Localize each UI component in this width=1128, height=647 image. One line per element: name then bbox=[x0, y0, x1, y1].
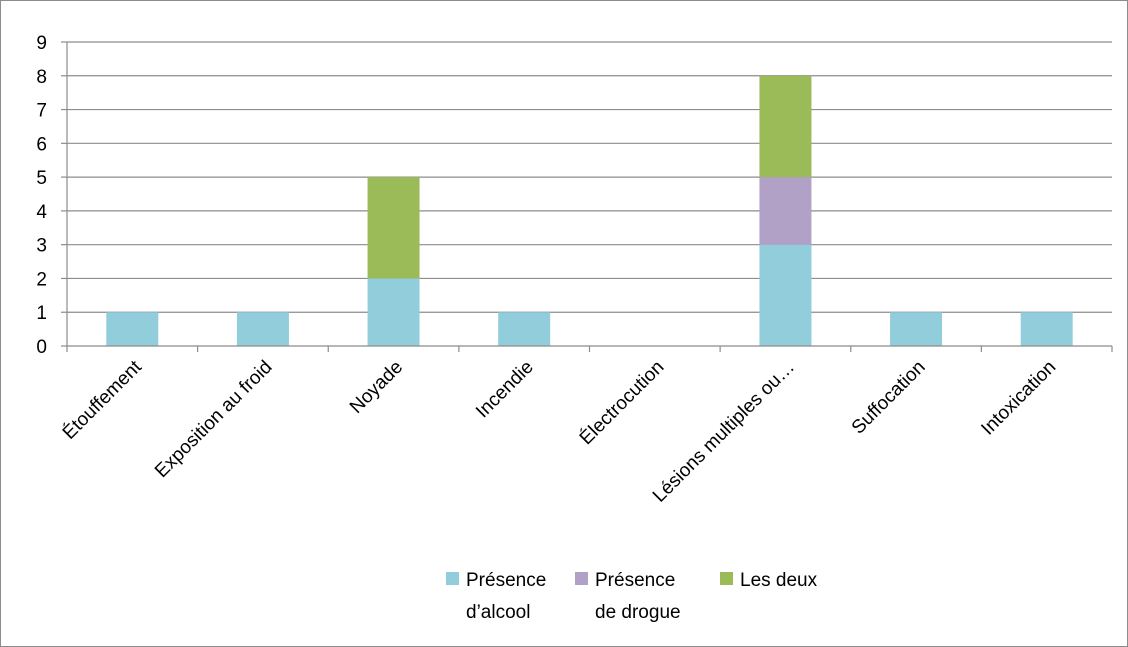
axes bbox=[61, 41, 1113, 352]
bar-segment bbox=[759, 75, 812, 178]
legend-label: Les deux bbox=[740, 570, 818, 591]
x-tick-label: Exposition au froid bbox=[151, 357, 276, 482]
x-tick-label: Étouffement bbox=[59, 356, 147, 444]
legend-label: Présence d’alcool bbox=[466, 570, 546, 623]
legend: Présence d’alcool Présence de drogue Les deu… bbox=[446, 570, 818, 623]
legend-item: Présence d’alcool bbox=[446, 570, 546, 623]
bar-segment bbox=[498, 312, 551, 346]
legend-item: Les deux bbox=[720, 570, 818, 591]
x-tick-label: Électrocution bbox=[576, 357, 669, 450]
y-tick-label: 2 bbox=[36, 269, 47, 290]
legend-label: Présence de drogue bbox=[595, 570, 681, 623]
y-tick-label: 6 bbox=[36, 134, 47, 155]
bar-segment bbox=[106, 312, 159, 346]
legend-swatch bbox=[575, 572, 588, 585]
bar-segment bbox=[1020, 312, 1073, 346]
y-tick-label: 7 bbox=[36, 101, 47, 122]
y-tick-labels: 0 1 2 3 4 5 6 7 8 9 bbox=[36, 33, 47, 358]
y-tick-label: 9 bbox=[36, 33, 47, 54]
y-tick-label: 3 bbox=[36, 236, 47, 257]
y-tick-label: 4 bbox=[36, 202, 47, 223]
bar-segment bbox=[367, 278, 420, 346]
x-tick-labels: Étouffement Exposition au froid Noyade Ince… bbox=[59, 356, 1060, 507]
x-tick-label: Noyade bbox=[346, 357, 407, 418]
bar-segment bbox=[367, 177, 420, 279]
y-tick-label: 8 bbox=[36, 67, 47, 88]
bar-segment bbox=[759, 177, 812, 245]
legend-item: Présence de drogue bbox=[575, 570, 681, 623]
x-tick-label: Suffocation bbox=[848, 357, 930, 439]
y-tick-label: 0 bbox=[36, 337, 47, 358]
x-tick-label: Intoxication bbox=[977, 357, 1060, 440]
bar-segment bbox=[759, 244, 812, 346]
x-tick-label: Incendie bbox=[472, 357, 538, 423]
bar-segment bbox=[890, 312, 943, 346]
bars bbox=[106, 75, 1073, 346]
legend-swatch bbox=[446, 572, 459, 585]
bar-segment bbox=[236, 312, 289, 346]
legend-swatch bbox=[720, 572, 733, 585]
gridlines bbox=[67, 41, 1112, 313]
x-tick-label: Lésions multiples ou… bbox=[649, 357, 799, 507]
y-tick-label: 5 bbox=[36, 168, 47, 189]
y-tick-label: 1 bbox=[36, 303, 47, 324]
